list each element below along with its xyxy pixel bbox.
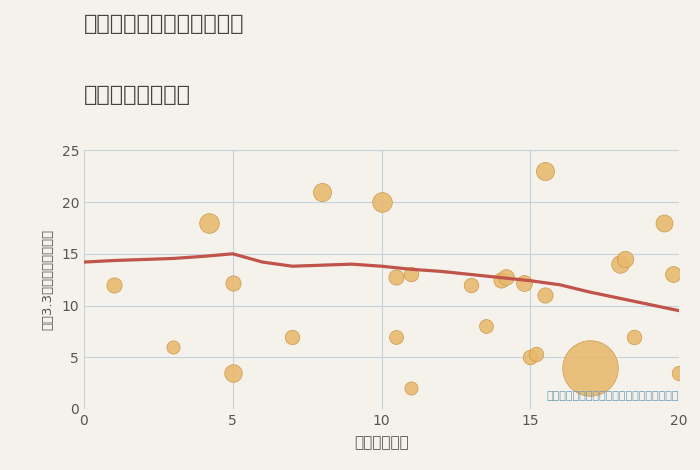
Point [531, 350, 542, 358]
Point [480, 322, 491, 330]
Point [287, 333, 298, 340]
Point [391, 333, 402, 340]
Point [614, 260, 625, 268]
Point [316, 188, 328, 196]
Y-axis label: 坪（3.3㎡）単価（万円）: 坪（3.3㎡）単価（万円） [41, 229, 55, 330]
Point [391, 273, 402, 280]
Text: 駅距離別土地価格: 駅距離別土地価格 [84, 85, 191, 105]
Point [227, 279, 238, 287]
Point [584, 364, 595, 371]
Point [501, 273, 512, 280]
Point [168, 343, 179, 351]
Text: 兵庫県豊岡市日高町山本の: 兵庫県豊岡市日高町山本の [84, 14, 244, 34]
Point [406, 271, 417, 278]
Point [668, 271, 679, 278]
Point [525, 353, 536, 361]
Point [519, 279, 530, 287]
Point [495, 276, 506, 283]
Point [465, 281, 476, 289]
X-axis label: 駅距離（分）: 駅距離（分） [354, 435, 409, 450]
Point [673, 369, 685, 376]
Point [406, 384, 417, 392]
Text: 円の大きさは、取引のあった物件面積を示す: 円の大きさは、取引のあった物件面積を示す [547, 391, 679, 401]
Point [659, 219, 670, 227]
Point [376, 198, 387, 206]
Point [227, 369, 238, 376]
Point [540, 291, 551, 299]
Point [203, 219, 214, 227]
Point [540, 167, 551, 175]
Point [629, 333, 640, 340]
Point [620, 255, 631, 263]
Point [108, 281, 119, 289]
